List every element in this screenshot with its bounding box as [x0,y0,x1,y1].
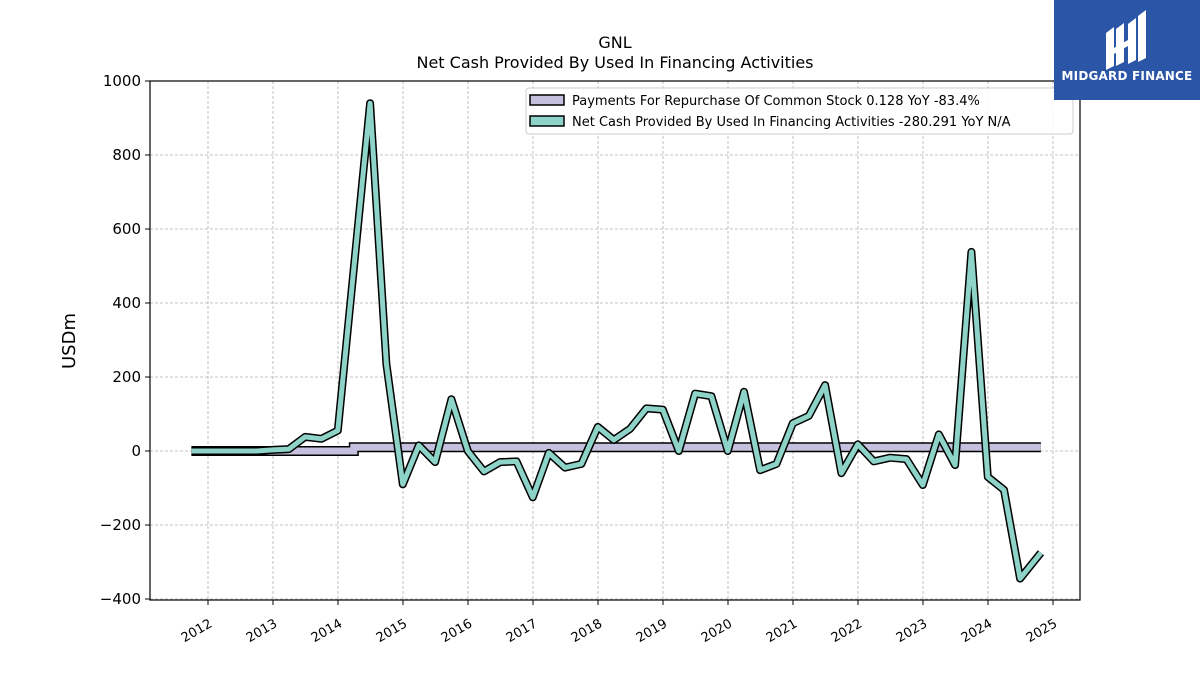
plot-frame [149,80,1081,601]
brand-logo: MIDGARD FINANCE [1054,0,1200,100]
legend-box [525,87,1074,135]
legend-label: Payments For Repurchase Of Common Stock … [572,94,980,109]
axis-ticks: −400 −200 0 200 400 600 800 1000 2012 2013 2014 201… [100,72,1060,646]
chart-title: GNL [598,33,631,52]
logo-text: MIDGARD FINANCE [1061,69,1193,83]
x-tick-label: 2012 [179,616,215,646]
x-tick-label: 2017 [504,616,540,646]
y-axis-label: USDm [59,313,80,369]
y-tick-label: 1000 [103,72,141,90]
x-tick-label: 2025 [1024,616,1060,646]
chart-subtitle: Net Cash Provided By Used In Financing A… [416,53,813,72]
y-tick-label: 400 [112,294,141,312]
series-outline-net-cash-provided-by-used-in-financing-activities [191,99,1045,583]
y-tick-label: −200 [100,516,141,534]
y-tick-label: −400 [100,590,141,608]
x-tick-label: 2021 [764,616,800,646]
x-tick-label: 2014 [309,616,345,646]
logo-mark-icon [1106,10,1146,70]
y-tick-label: 600 [112,220,141,238]
x-tick-label: 2015 [374,616,410,646]
x-tick-label: 2013 [244,616,280,646]
legend-label: Net Cash Provided By Used In Financing A… [572,115,1011,130]
x-tick-label: 2016 [439,616,475,646]
y-tick-label: 0 [131,442,141,460]
series-line-net-cash-provided-by-used-in-financing-activities [191,100,1043,582]
x-tick-label: 2024 [959,616,995,646]
grid [150,80,1080,600]
series-layer [191,99,1045,583]
y-tick-label: 200 [112,368,141,386]
y-tick-label: 800 [112,146,141,164]
x-tick-label: 2018 [569,616,605,646]
legend: Payments For Repurchase Of Common Stock … [525,87,1074,135]
x-tick-label: 2022 [829,616,865,646]
legend-swatch [529,94,565,106]
x-tick-label: 2023 [894,616,930,646]
x-tick-label: 2020 [699,616,735,646]
x-tick-label: 2019 [634,616,670,646]
series-line-payments-for-repurchase-of-common-stock [191,443,1041,455]
legend-swatch [529,115,565,127]
